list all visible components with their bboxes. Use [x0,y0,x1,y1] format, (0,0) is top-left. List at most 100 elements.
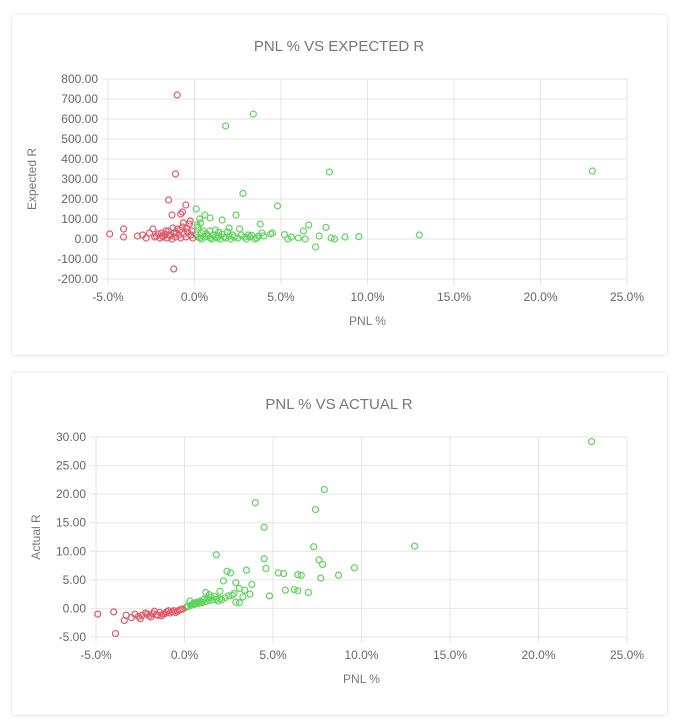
scatter-point[interactable] [164,196,173,204]
scatter-point[interactable] [106,230,114,238]
scatter-point[interactable] [165,231,174,239]
scatter-point[interactable] [311,505,320,514]
scatter-point[interactable] [171,170,180,178]
scatter-point[interactable] [297,571,305,579]
scatter-point[interactable] [168,211,176,219]
scatter-point[interactable] [151,233,159,241]
scatter-point[interactable] [287,233,295,241]
scatter-point[interactable] [411,542,419,550]
scatter-point[interactable] [177,234,185,242]
scatter-point[interactable] [193,221,201,229]
scatter-point[interactable] [322,223,330,231]
scatter-point[interactable] [290,585,298,594]
scatter-point[interactable] [145,229,154,237]
scatter-point[interactable] [230,589,238,598]
scatter-point[interactable] [170,265,178,273]
scatter-point[interactable] [127,613,136,622]
scatter-point[interactable] [249,110,257,118]
scatter-point[interactable] [179,605,187,613]
scatter-point[interactable] [150,607,159,615]
scatter-point[interactable] [143,610,151,618]
scatter-point[interactable] [225,224,233,232]
scatter-point[interactable] [221,593,229,602]
scatter-point[interactable] [305,221,313,229]
scatter-point[interactable] [215,228,223,236]
scatter-point[interactable] [183,224,191,232]
scatter-point[interactable] [239,593,247,601]
scatter-point[interactable] [241,586,249,594]
scatter-point[interactable] [175,606,183,614]
scatter-point[interactable] [304,588,312,597]
scatter-point[interactable] [274,569,282,577]
scatter-point[interactable] [256,220,264,228]
scatter-point[interactable] [194,599,202,607]
scatter-point[interactable] [587,437,596,446]
scatter-point[interactable] [235,599,243,607]
scatter-point[interactable] [212,551,220,559]
scatter-point[interactable] [182,201,190,209]
scatter-point[interactable] [320,485,328,494]
scatter-point[interactable] [179,219,187,227]
scatter-point[interactable] [280,231,289,239]
scatter-point[interactable] [248,580,256,589]
scatter-point[interactable] [223,567,231,575]
scatter-point[interactable] [294,571,302,579]
scatter-point[interactable] [172,608,180,617]
scatter-point[interactable] [212,595,220,603]
scatter-point[interactable] [133,232,142,240]
scatter-point[interactable] [222,122,230,130]
scatter-point[interactable] [230,233,238,241]
scatter-point[interactable] [169,224,177,232]
scatter-point[interactable] [331,235,339,243]
scatter-point[interactable] [192,205,200,213]
scatter-point[interactable] [260,555,268,563]
scatter-point[interactable] [588,167,597,175]
scatter-point[interactable] [178,208,186,216]
scatter-point[interactable] [265,592,274,600]
scatter-point[interactable] [218,596,226,604]
scatter-point[interactable] [189,234,197,242]
scatter-point[interactable] [341,233,349,241]
scatter-point[interactable] [232,211,240,219]
scatter-point[interactable] [228,231,237,239]
scatter-point[interactable] [262,564,270,573]
scatter-point[interactable] [327,234,335,242]
scatter-point[interactable] [318,560,327,569]
scatter-point[interactable] [415,231,423,239]
scatter-point[interactable] [310,543,318,551]
scatter-point[interactable] [172,229,180,237]
scatter-point[interactable] [202,597,210,606]
scatter-point[interactable] [119,233,128,241]
scatter-point[interactable] [222,234,230,242]
scatter-point[interactable] [168,608,176,616]
scatter-point[interactable] [294,234,302,242]
scatter-point[interactable] [294,587,302,595]
scatter-point[interactable] [186,217,194,225]
scatter-point[interactable] [281,586,289,594]
scatter-point[interactable] [216,587,224,595]
scatter-point[interactable] [315,232,323,240]
scatter-point[interactable] [325,168,334,176]
scatter-point[interactable] [251,499,259,507]
scatter-point[interactable] [242,235,250,243]
scatter-point[interactable] [196,219,205,227]
scatter-point[interactable] [317,574,325,582]
scatter-point[interactable] [227,235,235,243]
scatter-point[interactable] [350,564,359,572]
scatter-point[interactable] [268,229,276,237]
scatter-point[interactable] [136,615,144,623]
scatter-point[interactable] [280,569,288,578]
scatter-point[interactable] [164,607,173,615]
scatter-point[interactable] [355,233,363,241]
scatter-point[interactable] [226,569,235,577]
scatter-point[interactable] [206,227,214,235]
scatter-point[interactable] [205,596,213,605]
scatter-point[interactable] [237,231,245,239]
scatter-point[interactable] [157,612,166,620]
scatter-point[interactable] [208,235,216,243]
scatter-point[interactable] [218,216,226,224]
scatter-point[interactable] [258,229,266,237]
scatter-point[interactable] [119,225,128,233]
scatter-point[interactable] [206,214,214,222]
scatter-point[interactable] [214,597,222,605]
